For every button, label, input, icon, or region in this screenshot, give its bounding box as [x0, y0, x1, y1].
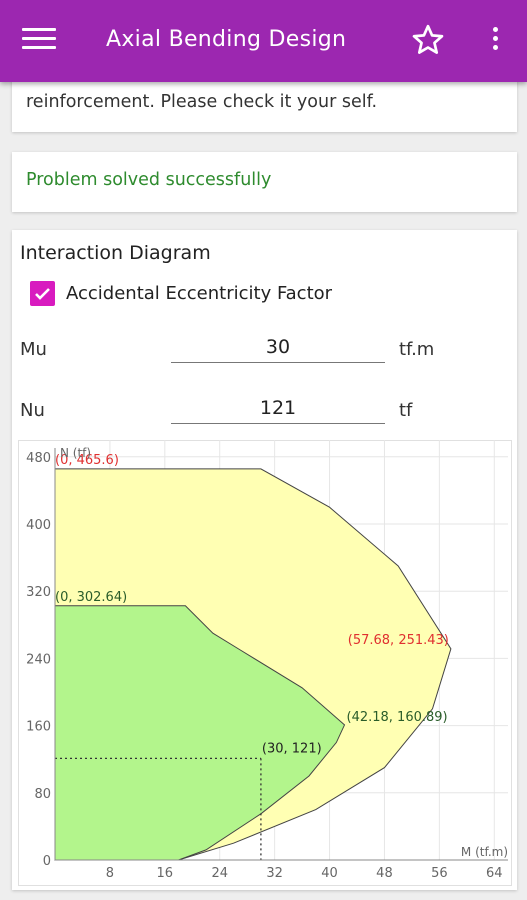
nu-unit: tf — [399, 400, 413, 421]
annotation-label: (42.18, 160.89) — [347, 710, 448, 725]
annotation-label: (0, 302.64) — [55, 590, 127, 605]
annotation-label: (0, 465.6) — [55, 453, 119, 468]
check-icon — [35, 288, 50, 300]
x-tick-label: 8 — [106, 866, 114, 881]
more-vert-icon[interactable] — [487, 27, 503, 55]
x-tick-label: 48 — [376, 866, 393, 881]
interaction-title: Interaction Diagram — [20, 242, 211, 264]
interaction-card: Interaction Diagram Accidental Eccentric… — [12, 230, 517, 890]
chart-axes — [54, 448, 508, 861]
chart-areas — [54, 468, 452, 861]
x-tick-label: 64 — [486, 866, 503, 881]
x-tick-label: 56 — [431, 866, 448, 881]
status-card: Problem solved successfully — [12, 152, 517, 212]
mu-unit: tf.m — [399, 339, 435, 360]
interaction-diagram-chart: 8 16 24 32 40 48 56 64 0 80 160 240 320 400 480 (0, 46… — [18, 440, 512, 886]
y-tick-label: 0 — [43, 854, 51, 869]
y-tick-label: 160 — [26, 720, 51, 735]
y-tick-label: 320 — [26, 585, 51, 600]
mu-input[interactable] — [171, 332, 385, 363]
annotation-label: (57.68, 251.43) — [348, 633, 449, 648]
annotation-label: (30, 121) — [262, 741, 322, 756]
nu-label: Nu — [20, 400, 45, 421]
x-axis-label: M (tf.m) — [461, 845, 508, 859]
app-bar: Axial Bending Design — [0, 0, 527, 82]
notice-text: reinforcement. Please check it your self… — [26, 92, 378, 112]
chart-annotations: (0, 465.6) (0, 302.64) (57.68, 251.43) (42.… — [55, 453, 449, 756]
y-tick-label: 480 — [26, 451, 51, 466]
nu-input[interactable] — [171, 393, 385, 424]
accidental-eccentricity-checkbox[interactable] — [30, 281, 55, 306]
star-outline-icon[interactable] — [410, 22, 446, 58]
y-tick-label: 80 — [34, 787, 51, 802]
app-title: Axial Bending Design — [106, 27, 347, 52]
design-point-lines — [55, 757, 262, 860]
y-axis-label: N (tf) — [60, 446, 91, 460]
x-tick-label: 40 — [321, 866, 338, 881]
chart-tick-labels: 8 16 24 32 40 48 56 64 0 80 160 240 320 400 480 — [26, 451, 502, 881]
x-tick-label: 24 — [211, 866, 228, 881]
x-tick-label: 16 — [157, 866, 174, 881]
y-tick-label: 400 — [26, 518, 51, 533]
x-tick-label: 32 — [266, 866, 283, 881]
accidental-eccentricity-label: Accidental Eccentricity Factor — [66, 283, 333, 304]
y-tick-label: 240 — [26, 652, 51, 667]
mu-label: Mu — [20, 339, 47, 360]
hamburger-menu-icon[interactable] — [22, 28, 56, 54]
status-text: Problem solved successfully — [26, 170, 272, 190]
